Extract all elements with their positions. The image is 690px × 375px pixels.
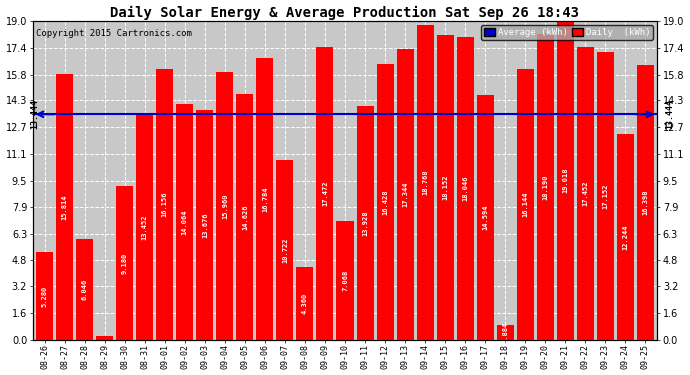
Text: 16.156: 16.156 bbox=[162, 192, 168, 217]
Bar bbox=[517, 69, 533, 340]
Bar bbox=[117, 186, 133, 340]
Text: Copyright 2015 Cartronics.com: Copyright 2015 Cartronics.com bbox=[36, 29, 192, 38]
Bar bbox=[577, 47, 593, 340]
Text: 17.344: 17.344 bbox=[402, 182, 408, 207]
Bar bbox=[377, 64, 393, 340]
Bar bbox=[497, 326, 513, 340]
Text: 5.280: 5.280 bbox=[42, 285, 48, 306]
Bar bbox=[597, 52, 613, 340]
Text: 17.452: 17.452 bbox=[582, 181, 588, 206]
Title: Daily Solar Energy & Average Production Sat Sep 26 18:43: Daily Solar Energy & Average Production … bbox=[110, 6, 580, 20]
Bar bbox=[277, 160, 293, 340]
Bar bbox=[337, 222, 353, 340]
Bar bbox=[217, 72, 233, 340]
Bar bbox=[397, 49, 413, 340]
Text: 16.144: 16.144 bbox=[522, 192, 528, 217]
Text: 4.360: 4.360 bbox=[302, 293, 308, 314]
Text: 0.884: 0.884 bbox=[502, 322, 508, 344]
Bar bbox=[97, 336, 113, 340]
Text: 16.398: 16.398 bbox=[642, 190, 648, 215]
Bar bbox=[557, 21, 573, 340]
Text: 12.244: 12.244 bbox=[622, 225, 628, 250]
Text: 18.046: 18.046 bbox=[462, 176, 468, 201]
Text: 18.768: 18.768 bbox=[422, 170, 428, 195]
Text: 13.676: 13.676 bbox=[202, 213, 208, 238]
Bar bbox=[137, 114, 153, 340]
Bar bbox=[157, 69, 173, 340]
Legend: Average (kWh), Daily  (kWh): Average (kWh), Daily (kWh) bbox=[482, 26, 653, 40]
Text: 7.068: 7.068 bbox=[342, 270, 348, 291]
Bar bbox=[57, 74, 73, 340]
Text: 14.626: 14.626 bbox=[242, 205, 248, 230]
Bar bbox=[357, 106, 373, 340]
Text: 13.444: 13.444 bbox=[30, 99, 39, 129]
Text: 16.428: 16.428 bbox=[382, 189, 388, 215]
Text: 18.152: 18.152 bbox=[442, 175, 448, 201]
Text: 17.472: 17.472 bbox=[322, 181, 328, 206]
Bar bbox=[537, 34, 553, 340]
Bar bbox=[617, 135, 633, 340]
Text: 13.928: 13.928 bbox=[362, 210, 368, 236]
Text: 10.722: 10.722 bbox=[282, 237, 288, 263]
Text: 13.444: 13.444 bbox=[664, 99, 673, 129]
Bar bbox=[437, 35, 453, 340]
Bar bbox=[237, 94, 253, 340]
Bar bbox=[197, 110, 213, 340]
Text: 15.960: 15.960 bbox=[222, 194, 228, 219]
Bar bbox=[637, 64, 653, 340]
Bar bbox=[257, 58, 273, 340]
Text: 14.594: 14.594 bbox=[482, 205, 488, 230]
Bar bbox=[37, 252, 53, 340]
Text: 17.152: 17.152 bbox=[602, 183, 608, 209]
Text: 18.190: 18.190 bbox=[542, 175, 548, 200]
Bar bbox=[317, 46, 333, 340]
Bar bbox=[477, 95, 493, 340]
Text: 13.452: 13.452 bbox=[142, 214, 148, 240]
Bar bbox=[77, 238, 93, 340]
Text: 16.784: 16.784 bbox=[262, 186, 268, 212]
Bar bbox=[457, 37, 473, 340]
Text: 9.180: 9.180 bbox=[122, 252, 128, 274]
Text: 14.064: 14.064 bbox=[182, 209, 188, 235]
Text: 19.018: 19.018 bbox=[562, 168, 568, 193]
Text: 15.814: 15.814 bbox=[62, 195, 68, 220]
Bar bbox=[297, 267, 313, 340]
Bar bbox=[417, 25, 433, 340]
Bar bbox=[177, 104, 193, 340]
Text: 6.046: 6.046 bbox=[82, 279, 88, 300]
